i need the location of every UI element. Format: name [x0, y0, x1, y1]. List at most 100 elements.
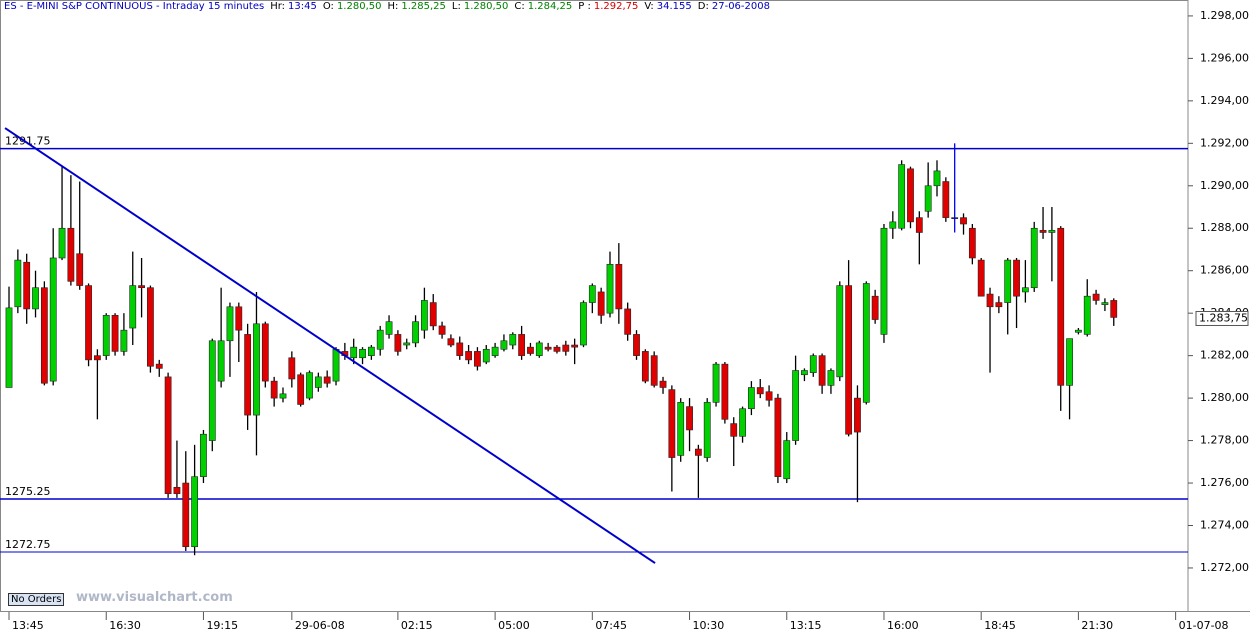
- candle-body: [173, 486, 181, 494]
- candle-body: [270, 380, 278, 399]
- candle-body: [306, 372, 313, 399]
- candle-body: [650, 355, 658, 386]
- field-value: 1.280,50: [336, 1, 382, 12]
- candle-body: [226, 306, 234, 342]
- x-tick-label: 18:45: [984, 619, 1016, 632]
- candle-body: [518, 334, 526, 356]
- candle-body: [774, 397, 782, 477]
- y-tick-label: 1.274,00: [1200, 518, 1249, 531]
- y-tick-label: 1.276,00: [1200, 476, 1249, 489]
- candle-body: [367, 346, 375, 356]
- field-value: 34.155: [656, 1, 692, 12]
- candle-body: [898, 164, 906, 229]
- candle-body: [191, 476, 199, 548]
- candle-body: [748, 387, 755, 410]
- candle-body: [1101, 302, 1109, 305]
- candle-body: [76, 253, 84, 286]
- candle-body: [314, 376, 322, 388]
- candle-body: [624, 308, 632, 335]
- candle-body: [279, 393, 287, 399]
- candle-body: [915, 217, 923, 233]
- candle-body: [907, 168, 914, 223]
- candle-body: [217, 340, 225, 382]
- candle-body: [1075, 329, 1082, 333]
- no-orders-button[interactable]: No Orders: [8, 593, 65, 606]
- candle-body: [827, 370, 835, 386]
- candle-body: [527, 346, 534, 354]
- candle-body: [85, 285, 92, 361]
- candle-body: [862, 283, 870, 403]
- candle-body: [942, 181, 950, 218]
- candle-body: [571, 344, 579, 348]
- candle-body: [535, 342, 543, 356]
- candle-body: [138, 285, 145, 288]
- x-tick-label: 02:15: [401, 619, 433, 632]
- field-label: L:: [451, 1, 461, 12]
- candle-body: [412, 321, 419, 344]
- level-label: 1272.75: [5, 538, 51, 551]
- candle-body: [792, 370, 799, 441]
- last-price-label: 1.283,75: [1199, 311, 1248, 324]
- candle-body: [933, 170, 941, 187]
- candle-body: [659, 380, 667, 388]
- candle-body: [253, 323, 260, 416]
- candle-body: [1039, 230, 1047, 233]
- candle-body: [111, 314, 119, 352]
- candle-body: [1004, 259, 1012, 303]
- candle-body: [597, 291, 605, 316]
- candle-body: [783, 440, 791, 480]
- x-tick-label: 05:00: [498, 619, 530, 632]
- candle-body: [208, 340, 216, 441]
- watermark: www.visualchart.com: [76, 590, 233, 605]
- candle-body: [14, 259, 22, 308]
- candle-body: [456, 342, 464, 356]
- trendline: [4, 127, 656, 564]
- y-tick-label: 1.292,00: [1200, 136, 1249, 149]
- candle-body: [615, 264, 623, 310]
- candle-body: [500, 340, 508, 350]
- candle-body: [288, 357, 296, 380]
- candle-body: [694, 448, 702, 456]
- candle-body: [739, 408, 746, 437]
- candle-body: [686, 406, 693, 431]
- candle-body: [712, 363, 720, 403]
- field-label: P :: [578, 1, 591, 12]
- candle-body: [323, 376, 331, 384]
- x-tick-label: 19:15: [206, 619, 238, 632]
- candle-body: [951, 217, 959, 219]
- field-label: C:: [514, 1, 525, 12]
- candle-body: [491, 346, 499, 356]
- field-label: V:: [644, 1, 654, 12]
- y-tick-label: 1.296,00: [1200, 51, 1249, 64]
- candle-body: [809, 355, 817, 373]
- candle-body: [1092, 293, 1100, 301]
- candle-body: [544, 346, 552, 350]
- candle-body: [1048, 230, 1056, 233]
- y-tick-label: 1.286,00: [1200, 264, 1249, 277]
- candle-body: [482, 348, 490, 363]
- candle-body: [394, 334, 402, 352]
- header-title: ES - E-MINI S&P CONTINUOUS - Intraday 15…: [4, 1, 265, 12]
- candle-body: [438, 325, 446, 335]
- candle-body: [40, 287, 48, 384]
- candle-body: [403, 342, 411, 346]
- candle-body: [235, 306, 243, 331]
- candle-body: [588, 285, 596, 303]
- candle-body: [553, 346, 561, 352]
- plot-frame: [0, 0, 1189, 612]
- candle-body: [447, 338, 455, 346]
- y-tick-label: 1.290,00: [1200, 179, 1249, 192]
- candle-body: [836, 285, 844, 378]
- candle-body: [818, 355, 826, 386]
- x-tick-label: 07:45: [595, 619, 627, 632]
- candle-body: [960, 217, 967, 225]
- candle-body: [429, 302, 437, 327]
- x-tick-label: 10:30: [693, 619, 725, 632]
- candle-body: [703, 402, 711, 458]
- candle-body: [120, 329, 128, 352]
- candle-body: [465, 351, 472, 361]
- candle-body: [845, 285, 853, 435]
- candle-body: [474, 351, 481, 367]
